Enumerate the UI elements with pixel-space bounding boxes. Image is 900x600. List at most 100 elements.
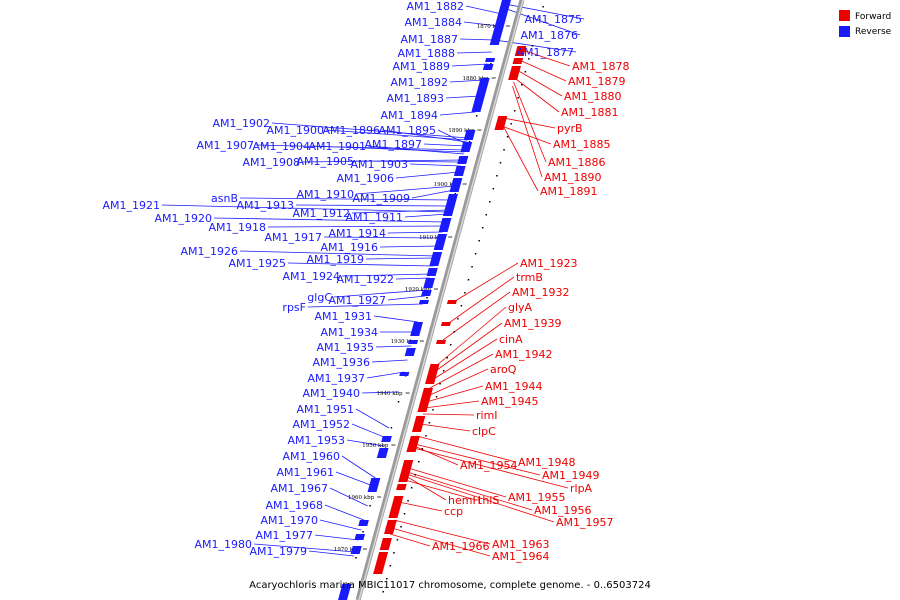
sub-tick xyxy=(467,279,470,281)
gene-label-am1-1980: AM1_1980 xyxy=(194,538,252,551)
leader-line xyxy=(516,69,563,97)
gene-feature xyxy=(423,278,436,288)
leader-line xyxy=(414,443,541,476)
leader-line xyxy=(371,359,408,363)
sub-tick xyxy=(521,84,523,86)
leader-line xyxy=(366,371,405,379)
gene-feature xyxy=(417,388,433,412)
leader-line xyxy=(398,501,443,512)
gene-label-this: thiS xyxy=(478,494,499,507)
leader-line xyxy=(439,111,476,116)
gene-feature xyxy=(429,252,443,266)
sub-tick xyxy=(382,591,384,593)
leader-line xyxy=(325,129,468,141)
gene-label-am1-1879: AM1_1879 xyxy=(568,75,626,88)
sub-tick xyxy=(471,266,473,268)
gene-label-am1-1884: AM1_1884 xyxy=(404,16,462,29)
leader-line xyxy=(391,527,491,557)
gene-feature xyxy=(354,534,366,540)
legend-item-reverse: Reverse xyxy=(839,26,892,37)
leader-line xyxy=(307,303,423,308)
gene-label-am1-1913: AM1_1913 xyxy=(236,199,294,212)
leader-line xyxy=(267,225,445,228)
backbone-highlight xyxy=(358,0,524,600)
gene-feature xyxy=(411,416,426,432)
gene-label-am1-1923: AM1_1923 xyxy=(520,257,578,270)
gene-label-am1-1881: AM1_1881 xyxy=(561,106,619,119)
gene-label-glya: glyA xyxy=(508,301,533,314)
leader-line xyxy=(335,471,374,487)
gene-feature xyxy=(471,78,490,112)
gene-label-rpsf: rpsF xyxy=(282,301,306,314)
gene-feature xyxy=(435,340,447,344)
gene-label-aroq: aroQ xyxy=(490,363,517,376)
gene-feature xyxy=(457,156,469,164)
leader-line xyxy=(387,295,426,301)
leader-line xyxy=(431,338,498,381)
gene-label-am1-1888: AM1_1888 xyxy=(397,47,455,60)
backbone-line xyxy=(355,0,525,600)
tick-label: 1900 kbp xyxy=(434,182,461,188)
gene-label-am1-1916: AM1_1916 xyxy=(320,241,378,254)
leader-line xyxy=(323,236,441,239)
gene-feature xyxy=(388,496,404,518)
gene-label-am1-1945: AM1_1945 xyxy=(481,395,539,408)
gene-feature xyxy=(396,484,407,490)
leader-line xyxy=(422,413,475,416)
gene-label-am1-1935: AM1_1935 xyxy=(316,341,374,354)
leader-lines xyxy=(161,3,585,557)
leader-line xyxy=(434,322,503,373)
leader-line xyxy=(271,122,469,139)
sub-tick xyxy=(457,318,459,320)
leader-line xyxy=(519,59,567,82)
sub-tick xyxy=(442,370,445,372)
sub-tick xyxy=(478,240,480,242)
sub-tick xyxy=(489,201,491,203)
gene-feature xyxy=(426,268,438,276)
gene-feature xyxy=(384,520,397,534)
gene-feature xyxy=(367,478,381,492)
gene-label-clpc: clpC xyxy=(472,425,496,438)
sub-tick xyxy=(453,331,456,333)
gene-label-am1-1875: AM1_1875 xyxy=(524,13,582,26)
leader-line xyxy=(239,250,437,257)
sub-tick xyxy=(428,422,431,424)
leader-line xyxy=(389,533,431,547)
leader-line xyxy=(404,479,477,501)
leader-line xyxy=(373,315,419,323)
gene-feature xyxy=(398,460,414,482)
leader-line xyxy=(387,231,443,234)
leader-line xyxy=(405,475,447,501)
gene-label-am1-1937: AM1_1937 xyxy=(307,372,365,385)
gene-label-am1-1886: AM1_1886 xyxy=(548,156,606,169)
leader-line xyxy=(406,473,555,523)
gene-label-am1-1956: AM1_1956 xyxy=(534,504,592,517)
leader-line xyxy=(447,276,515,325)
gene-label-am1-1934: AM1_1934 xyxy=(320,326,378,339)
gene-label-am1-1963: AM1_1963 xyxy=(492,538,550,551)
gene-label-am1-1951: AM1_1951 xyxy=(296,403,354,416)
leader-line xyxy=(367,145,464,155)
leader-line xyxy=(395,277,431,280)
gene-feature xyxy=(508,74,519,80)
gene-label-am1-1949: AM1_1949 xyxy=(542,469,600,482)
gene-feature xyxy=(407,340,419,344)
forward-swatch xyxy=(839,10,850,21)
sub-tick xyxy=(513,110,516,112)
gene-label-am1-1954: AM1_1954 xyxy=(460,459,518,472)
leader-line xyxy=(311,145,465,153)
gene-label-am1-1914: AM1_1914 xyxy=(328,227,386,240)
gene-label-am1-1896: AM1_1896 xyxy=(322,124,380,137)
sub-tick xyxy=(475,115,478,117)
gene-label-hemh: hemH xyxy=(448,494,481,507)
sub-tick xyxy=(425,435,427,437)
gene-feature xyxy=(485,58,496,62)
gene-label-am1-1924: AM1_1924 xyxy=(282,270,340,283)
gene-feature xyxy=(442,194,458,216)
sub-tick xyxy=(492,188,495,190)
sub-tick xyxy=(348,583,350,585)
leader-line xyxy=(513,81,547,163)
gene-label-am1-1964: AM1_1964 xyxy=(492,550,550,563)
leader-line xyxy=(346,439,385,447)
